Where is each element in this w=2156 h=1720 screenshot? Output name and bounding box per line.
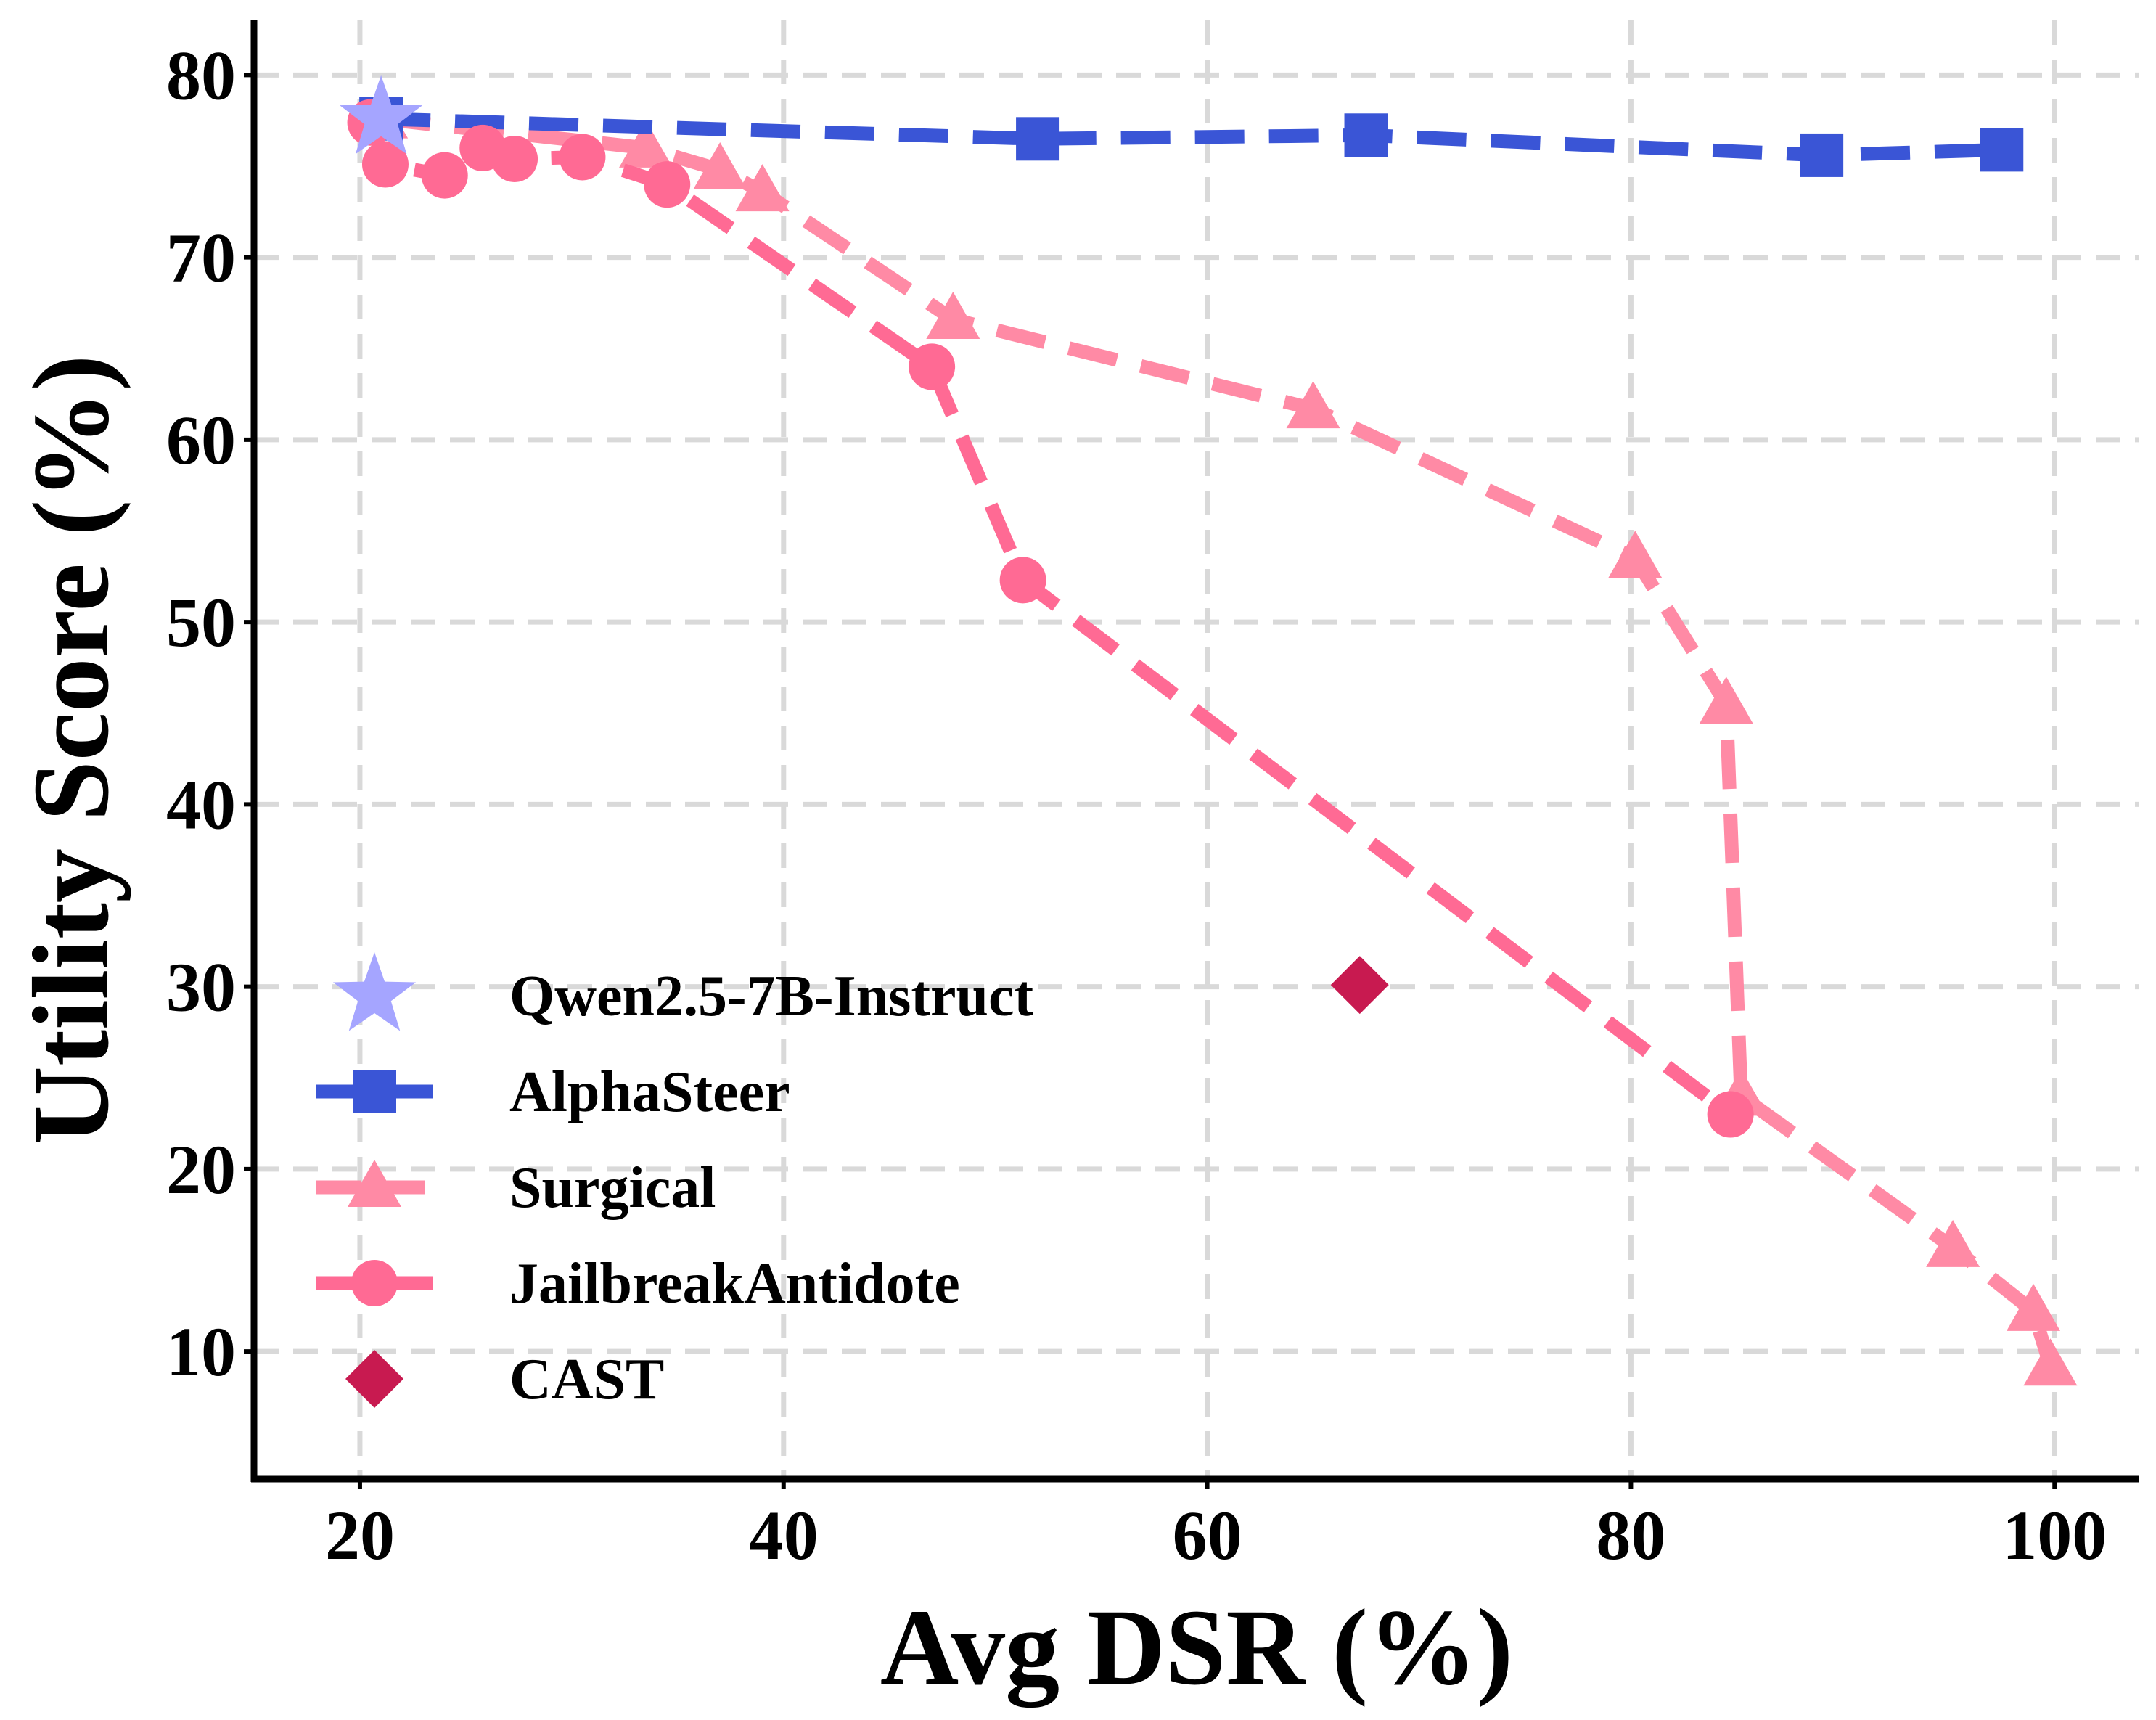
point-jailbreakantidote-7 <box>909 343 956 390</box>
y-tick-label-30: 30 <box>166 949 236 1026</box>
legend: Qwen2.5-7B-Instruct AlphaSteer Surgical Jai… <box>316 952 1034 1412</box>
point-surgical-5 <box>1286 381 1340 429</box>
legend-label-surgical: Surgical <box>509 1156 716 1220</box>
legend-label-cast: CAST <box>509 1348 664 1412</box>
grid <box>254 20 2139 1479</box>
point-surgical-1 <box>619 120 673 168</box>
point-jailbreakantidote-4 <box>491 135 538 182</box>
legend-item-surgical: Surgical <box>316 1156 716 1220</box>
axes <box>250 20 2139 1483</box>
legend-item-jailbreakantidote: JailbreakAntidote <box>316 1252 960 1316</box>
legend-label-alphasteer: AlphaSteer <box>509 1060 790 1124</box>
legend-label-qwen2-5-7b-instruct: Qwen2.5-7B-Instruct <box>509 965 1034 1028</box>
series-line-jailbreakantidote <box>364 120 1735 1121</box>
point-jailbreakantidote-1 <box>361 141 409 188</box>
series-jailbreakantidote <box>347 99 1754 1138</box>
y-tick-label-40: 40 <box>166 766 236 843</box>
point-surgical-9 <box>1926 1219 1980 1267</box>
point-surgical-10 <box>2007 1283 2061 1331</box>
y-axis-title: Utility Score (%) <box>11 355 131 1145</box>
point-surgical-11 <box>2023 1338 2078 1386</box>
point-surgical-4 <box>926 292 980 340</box>
y-tick-label-60: 60 <box>166 401 236 479</box>
y-tick-label-80: 80 <box>166 36 236 114</box>
y-tick-label-70: 70 <box>166 219 236 297</box>
point-alphasteer-3 <box>1800 133 1844 177</box>
legend-marker-qwen2-5-7b-instruct <box>332 952 417 1031</box>
point-surgical-7 <box>1699 676 1753 724</box>
point-jailbreakantidote-5 <box>559 134 606 181</box>
legend-item-alphasteer: AlphaSteer <box>316 1060 790 1124</box>
point-jailbreakantidote-8 <box>999 557 1046 604</box>
legend-item-qwen2-5-7b-instruct: Qwen2.5-7B-Instruct <box>332 952 1034 1031</box>
series-qwen2-5-7b-instruct <box>340 75 423 155</box>
y-tick-label-50: 50 <box>166 583 236 661</box>
series-alphasteer <box>359 97 2024 177</box>
ticks: 20 40 60 80 100 10 20 30 40 50 60 70 80 <box>166 36 2107 1574</box>
point-jailbreakantidote-2 <box>421 152 468 199</box>
legend-marker-alphasteer <box>353 1070 396 1113</box>
point-surgical-3 <box>735 164 790 212</box>
series-cast <box>1330 956 1389 1015</box>
legend-marker-cast <box>345 1350 403 1408</box>
point-alphasteer-1 <box>1016 117 1060 161</box>
point-alphasteer-4 <box>1980 128 2024 172</box>
point-surgical-2 <box>693 142 747 190</box>
legend-marker-surgical <box>348 1160 401 1207</box>
series-layer <box>340 75 2078 1386</box>
legend-marker-jailbreakantidote <box>351 1260 398 1306</box>
point-jailbreakantidote-9 <box>1707 1091 1754 1138</box>
x-tick-label-60: 60 <box>1173 1496 1242 1574</box>
x-tick-label-20: 20 <box>325 1496 395 1574</box>
point-cast-0 <box>1330 956 1389 1015</box>
legend-label-jailbreakantidote: JailbreakAntidote <box>509 1252 960 1316</box>
point-qwen2-5-7b-instruct-0 <box>340 75 423 155</box>
x-tick-label-80: 80 <box>1596 1496 1665 1574</box>
legend-item-cast: CAST <box>345 1348 664 1412</box>
point-jailbreakantidote-6 <box>644 161 691 208</box>
point-alphasteer-2 <box>1344 113 1388 157</box>
y-tick-label-20: 20 <box>166 1131 236 1208</box>
point-surgical-6 <box>1608 531 1663 578</box>
x-tick-label-100: 100 <box>2002 1496 2107 1574</box>
x-axis-title: Avg DSR (%) <box>880 1587 1513 1708</box>
x-tick-label-40: 40 <box>749 1496 819 1574</box>
y-tick-label-10: 10 <box>166 1313 236 1391</box>
